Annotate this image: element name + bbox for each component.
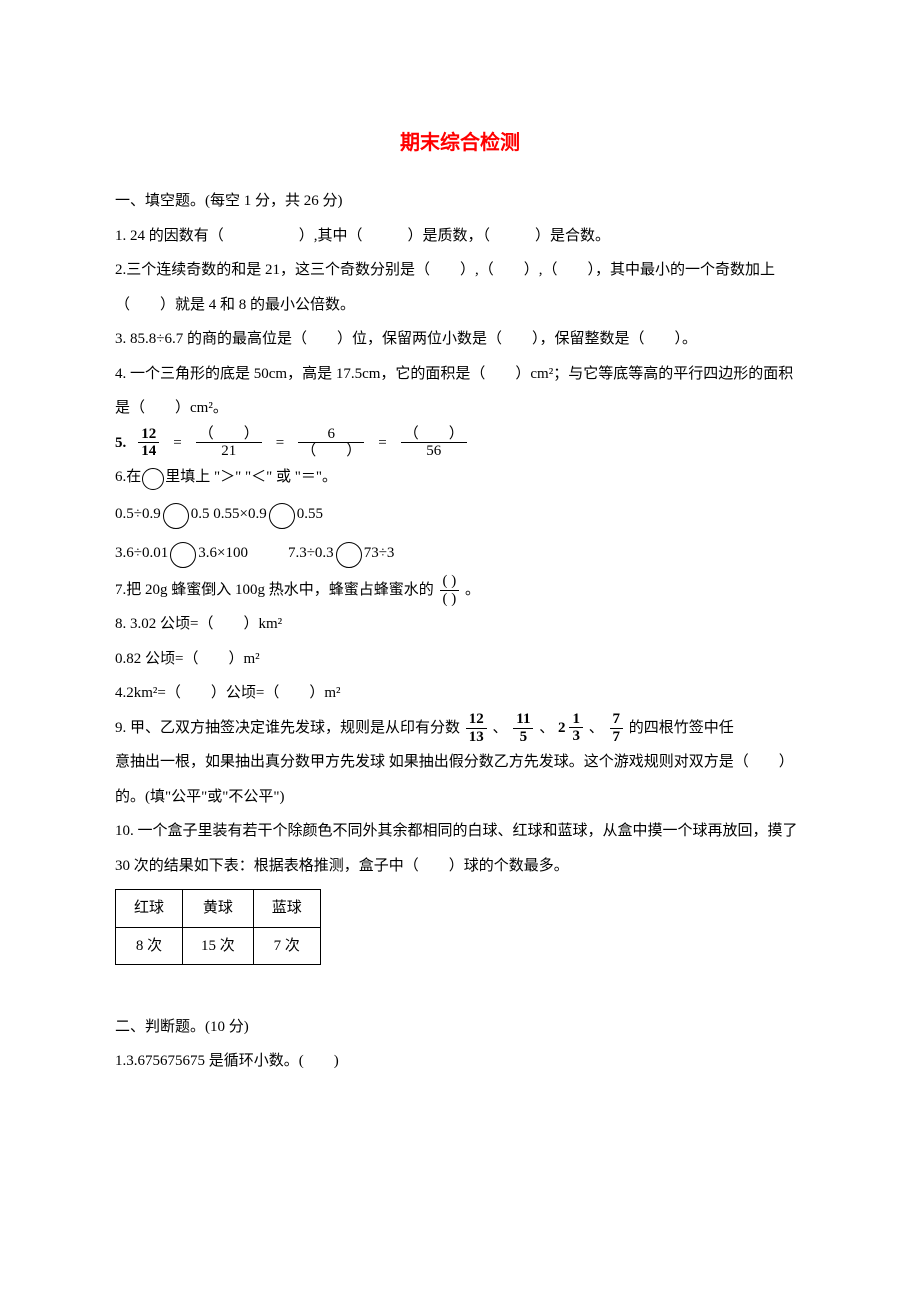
equals-1: = — [173, 426, 181, 461]
q7-num: ( ) — [440, 573, 460, 591]
q9-f1-num: 12 — [466, 711, 487, 729]
q9-f4-den: 7 — [610, 729, 624, 746]
circle-icon — [269, 503, 295, 529]
q9-fraction-4: 7 7 — [610, 711, 624, 745]
q5-f3-num: 6 — [298, 426, 364, 444]
equals-2: = — [276, 426, 284, 461]
q9-f3-whole: 2 — [558, 711, 566, 746]
q5-label: 5. — [115, 426, 126, 461]
question-9: 9. 甲、乙双方抽签决定谁先发球，规则是从印有分数 12 13 、 11 5 、… — [115, 711, 805, 746]
q5-fraction-2: （ ） 21 — [196, 426, 262, 460]
table-cell: 15 次 — [183, 927, 254, 965]
q9-f1-den: 13 — [466, 729, 487, 746]
question-1: 1. 24 的因数有（ ）,其中（ ）是质数，（ ）是合数。 — [115, 219, 805, 254]
table-row: 红球 黄球 蓝球 — [116, 890, 321, 928]
q5-f4-num: （ ） — [401, 426, 467, 444]
q6-intro-b: 里填上 "＞" "＜" 或 "＝"。 — [165, 469, 337, 485]
q5-fraction-1: 12 14 — [138, 426, 159, 460]
q7-post: 。 — [465, 582, 480, 598]
question-3: 3. 85.8÷6.7 的商的最高位是（ ）位，保留两位小数是（ ），保留整数是… — [115, 322, 805, 357]
question-8c: 4.2km²=（ ）公顷=（ ）m² — [115, 676, 805, 711]
sep: 、 — [589, 720, 604, 736]
q5-f2-num: （ ） — [196, 426, 262, 444]
q6-l1c: 0.55 — [297, 506, 323, 522]
q9-f3-num: 1 — [569, 711, 583, 729]
table-row: 8 次 15 次 7 次 — [116, 927, 321, 965]
question-9-rest: 意抽出一根，如果抽出真分数甲方先发球 如果抽出假分数乙方先发球。这个游戏规则对双… — [115, 745, 805, 814]
question-6-line1: 0.5÷0.9 0.5 0.55×0.9 0.55 — [115, 495, 805, 534]
question-5: 5. 12 14 = （ ） 21 = 6 （ ） = （ ） 56 — [115, 426, 805, 461]
question-10: 10. 一个盒子里装有若干个除颜色不同外其余都相同的白球、红球和蓝球，从盒中摸一… — [115, 814, 805, 883]
question-8b: 0.82 公顷=（ ）m² — [115, 642, 805, 677]
sep: 、 — [493, 720, 508, 736]
q9-f4-num: 7 — [610, 711, 624, 729]
circle-icon — [142, 468, 164, 490]
question-8a: 8. 3.02 公顷=（ ）km² — [115, 607, 805, 642]
q9-f2-num: 11 — [513, 711, 533, 729]
circle-icon — [336, 542, 362, 568]
q5-fraction-3: 6 （ ） — [298, 426, 364, 460]
section-1-heading: 一、填空题。(每空 1 分，共 26 分) — [115, 184, 805, 219]
table-header: 黄球 — [183, 890, 254, 928]
q7-den: ( ) — [440, 591, 460, 608]
q6-l1a: 0.5÷0.9 — [115, 506, 161, 522]
q7-pre: 7.把 20g 蜂蜜倒入 100g 热水中，蜂蜜占蜂蜜水的 — [115, 582, 434, 598]
q6-l2c: 7.3÷0.3 — [288, 545, 334, 561]
q5-f1-num: 12 — [138, 426, 159, 444]
circle-icon — [163, 503, 189, 529]
q9-fraction-2: 11 5 — [513, 711, 533, 745]
equals-3: = — [378, 426, 386, 461]
q5-f3-den: （ ） — [298, 443, 364, 460]
q9-mid: 的四根竹签中任 — [629, 720, 734, 736]
table-header: 红球 — [116, 890, 183, 928]
q5-f2-den: 21 — [196, 443, 262, 460]
q5-f4-den: 56 — [401, 443, 467, 460]
question-2: 2.三个连续奇数的和是 21，这三个奇数分别是（ ）,（ ）,（ ），其中最小的… — [115, 253, 805, 322]
balls-table: 红球 黄球 蓝球 8 次 15 次 7 次 — [115, 889, 321, 965]
table-cell: 7 次 — [253, 927, 320, 965]
circle-icon — [170, 542, 196, 568]
q9-f3-den: 3 — [569, 728, 583, 745]
sep: 、 — [539, 720, 554, 736]
table-header: 蓝球 — [253, 890, 320, 928]
spacer — [248, 534, 288, 573]
table-cell: 8 次 — [116, 927, 183, 965]
page-title: 期末综合检测 — [115, 120, 805, 166]
q9-mixed-3: 2 1 3 — [558, 711, 585, 746]
q6-l1b: 0.5 0.55×0.9 — [191, 506, 267, 522]
q9-f2-den: 5 — [513, 729, 533, 746]
q5-f1-den: 14 — [138, 443, 159, 460]
q9-fraction-3: 1 3 — [569, 711, 583, 745]
q6-l2a: 3.6÷0.01 — [115, 545, 168, 561]
section-2-heading: 二、判断题。(10 分) — [115, 1010, 805, 1045]
q6-l2b: 3.6×100 — [198, 545, 248, 561]
q9-pre: 9. 甲、乙双方抽签决定谁先发球，规则是从印有分数 — [115, 720, 460, 736]
q9-fraction-1: 12 13 — [466, 711, 487, 745]
question-4: 4. 一个三角形的底是 50cm，高是 17.5cm，它的面积是（ ）cm²；与… — [115, 357, 805, 426]
q7-fraction: ( ) ( ) — [440, 573, 460, 607]
q5-fraction-4: （ ） 56 — [401, 426, 467, 460]
q6-l2d: 73÷3 — [364, 545, 395, 561]
q6-intro-a: 6.在 — [115, 469, 141, 485]
question-7: 7.把 20g 蜂蜜倒入 100g 热水中，蜂蜜占蜂蜜水的 ( ) ( ) 。 — [115, 573, 805, 608]
judgment-1: 1.3.675675675 是循环小数。( ) — [115, 1044, 805, 1079]
question-6-line2: 3.6÷0.01 3.6×100 7.3÷0.3 73÷3 — [115, 534, 805, 573]
question-6-intro: 6.在 里填上 "＞" "＜" 或 "＝"。 — [115, 460, 805, 495]
